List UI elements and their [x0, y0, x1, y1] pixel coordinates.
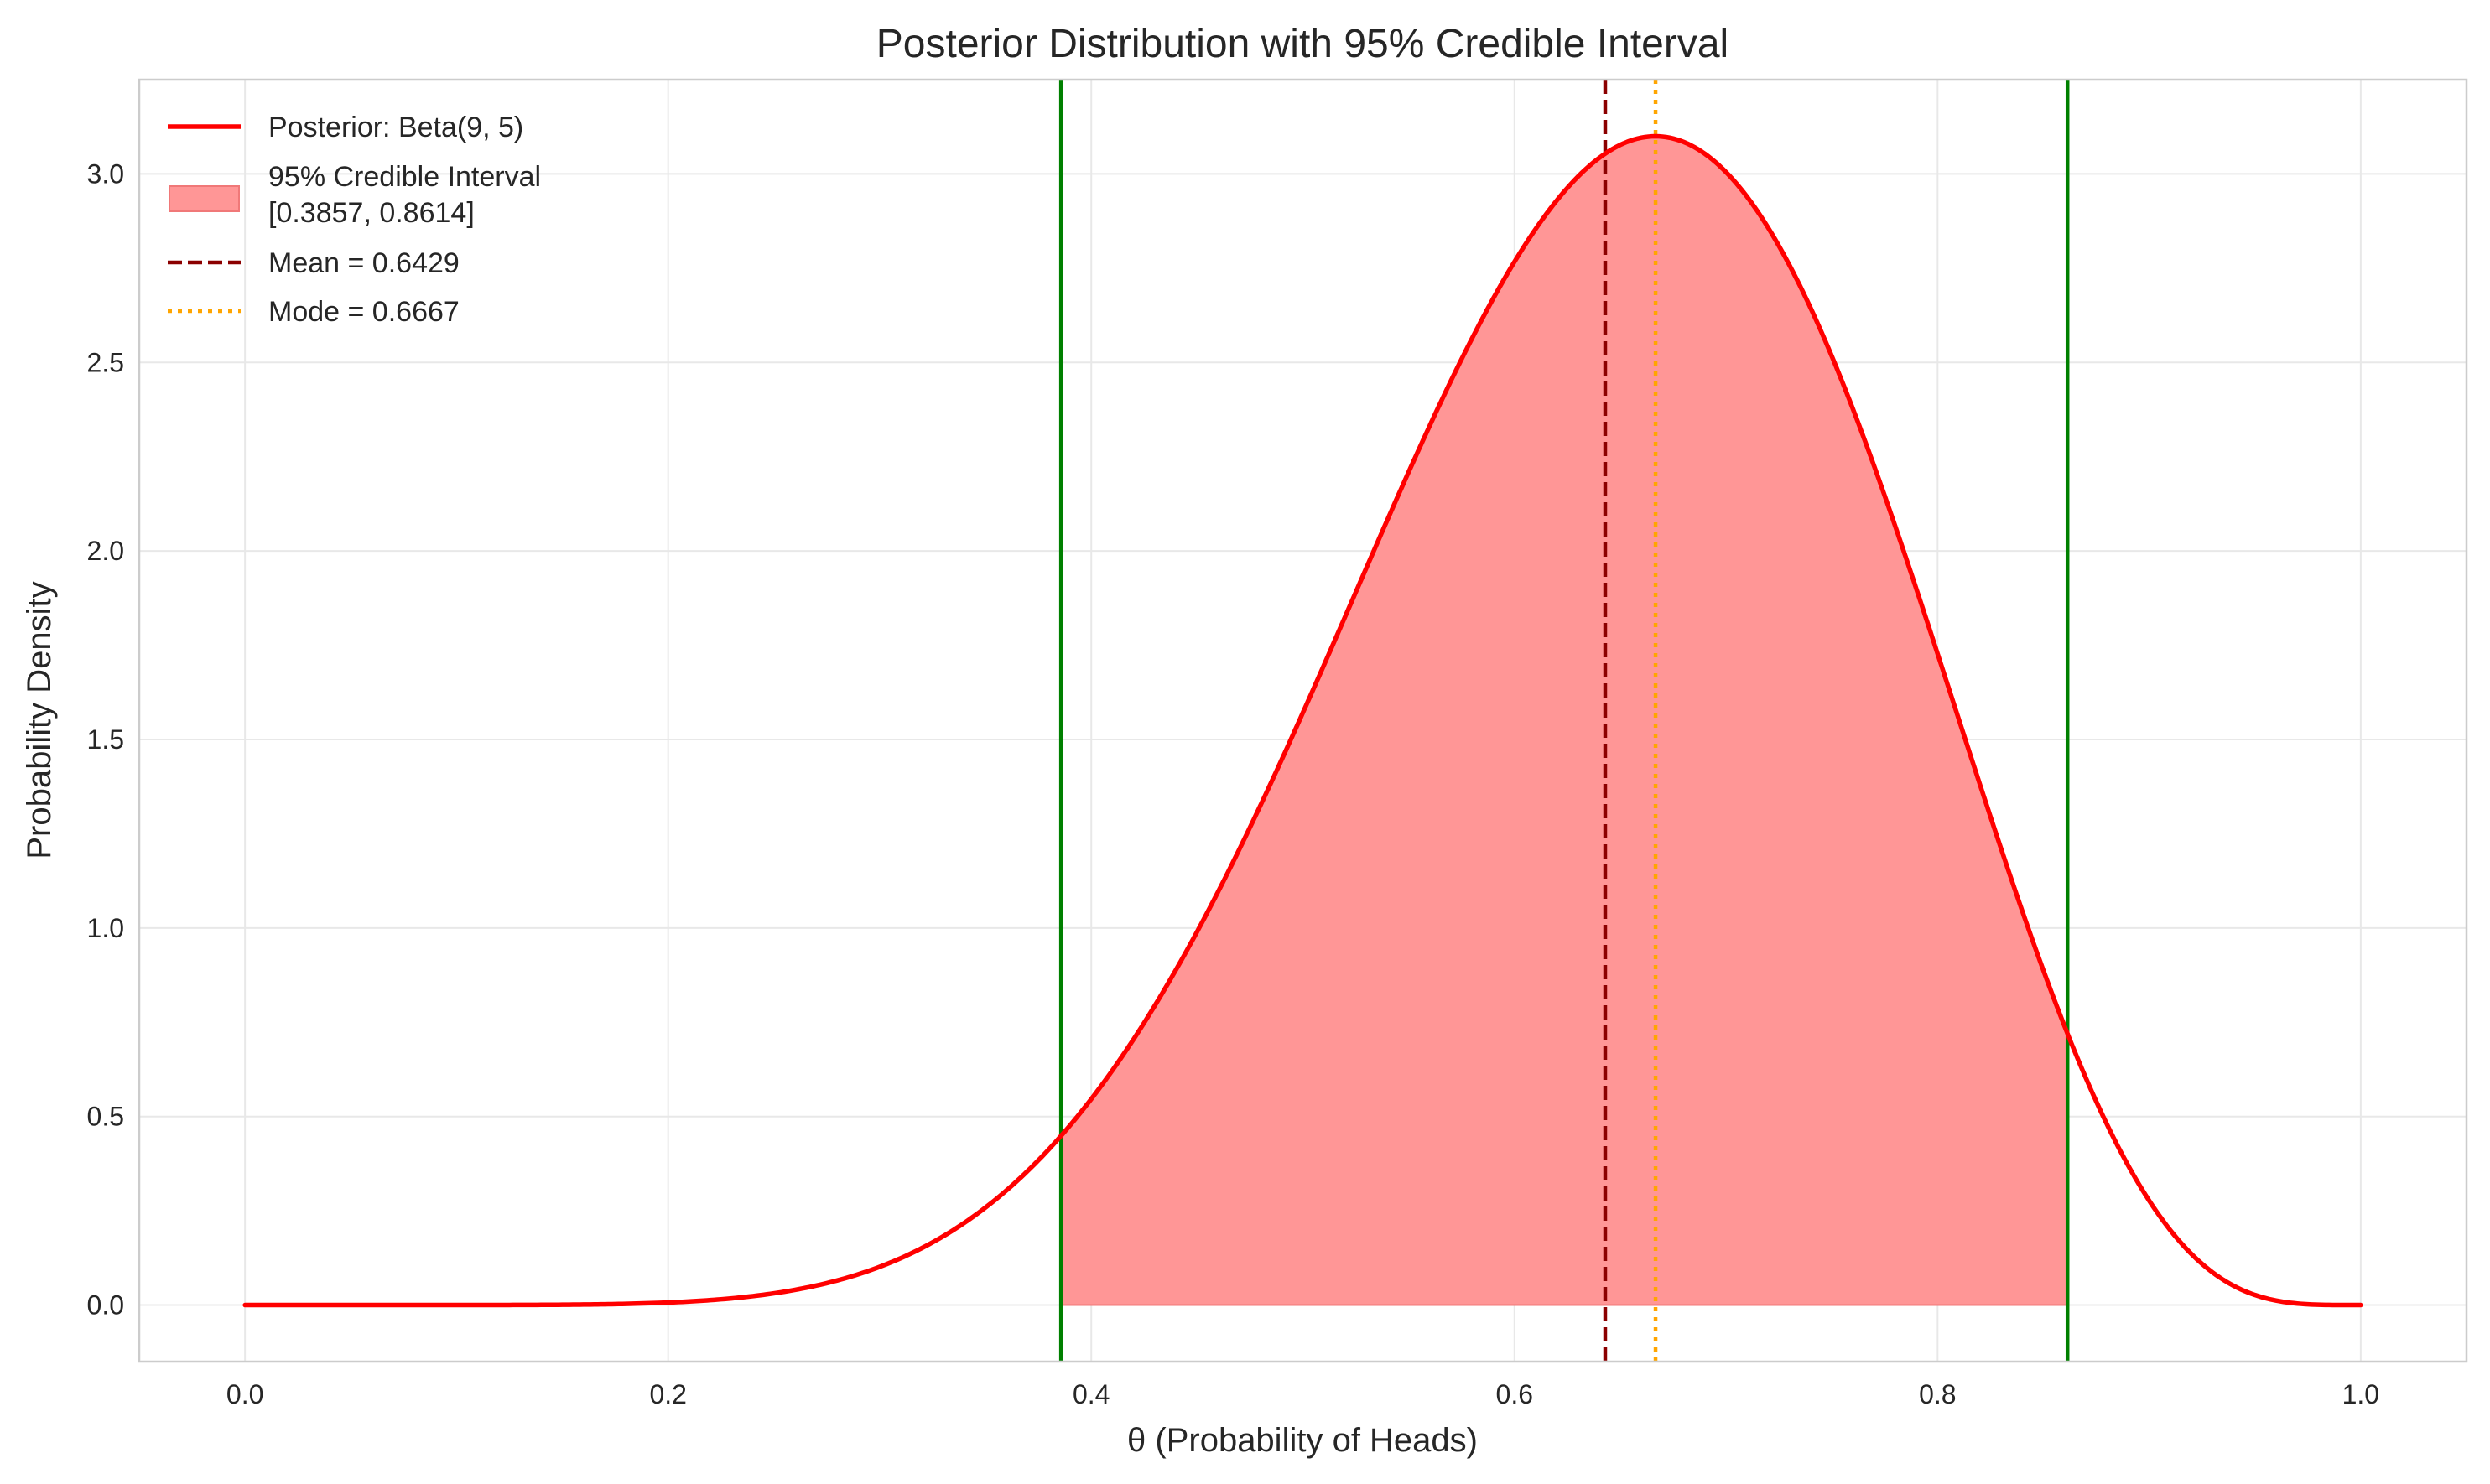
- reference-lines: [1058, 80, 2070, 1362]
- legend: Posterior: Beta(9, 5) 95% Credible Inter…: [168, 112, 541, 328]
- posterior-curve-group: [242, 133, 2363, 1308]
- y-axis-label: Probability Density: [21, 581, 58, 859]
- legend-swatch-credible-interval: [169, 185, 240, 212]
- x-tick-label: 0.2: [649, 1379, 686, 1409]
- y-tick-label: 0.5: [87, 1102, 124, 1132]
- chart-title: Posterior Distribution with 95% Credible…: [876, 22, 1728, 66]
- y-tick-label: 2.0: [87, 536, 124, 566]
- y-tick-label: 3.0: [87, 158, 124, 189]
- posterior-curve: [242, 133, 2363, 1308]
- legend-label-mean: Mean = 0.6429: [268, 247, 460, 279]
- x-axis-label: θ (Probability of Heads): [1127, 1422, 1478, 1459]
- y-tick-label: 0.0: [87, 1290, 124, 1321]
- x-tick-label: 0.6: [1496, 1379, 1533, 1409]
- x-tick-label: 0.4: [1073, 1379, 1110, 1409]
- legend-label-posterior: Posterior: Beta(9, 5): [268, 112, 523, 143]
- tick-labels: 0.0 0.2 0.4 0.6 0.8 1.0 0.0 0.5 1.0 1.5 2.0 2.5 3.0: [87, 158, 2380, 1409]
- x-tick-label: 1.0: [2342, 1379, 2379, 1409]
- plot-frame: [138, 78, 2468, 1363]
- y-tick-label: 1.0: [87, 913, 124, 943]
- y-tick-label: 1.5: [87, 724, 124, 755]
- legend-label-mode: Mode = 0.6667: [268, 296, 460, 328]
- legend-label-credible-interval-line1: 95% Credible Interval: [268, 161, 541, 193]
- x-tick-label: 0.8: [1919, 1379, 1956, 1409]
- y-tick-label: 2.5: [87, 347, 124, 377]
- x-tick-label: 0.0: [226, 1379, 263, 1409]
- legend-label-credible-interval-line2: [0.3857, 0.8614]: [268, 197, 475, 229]
